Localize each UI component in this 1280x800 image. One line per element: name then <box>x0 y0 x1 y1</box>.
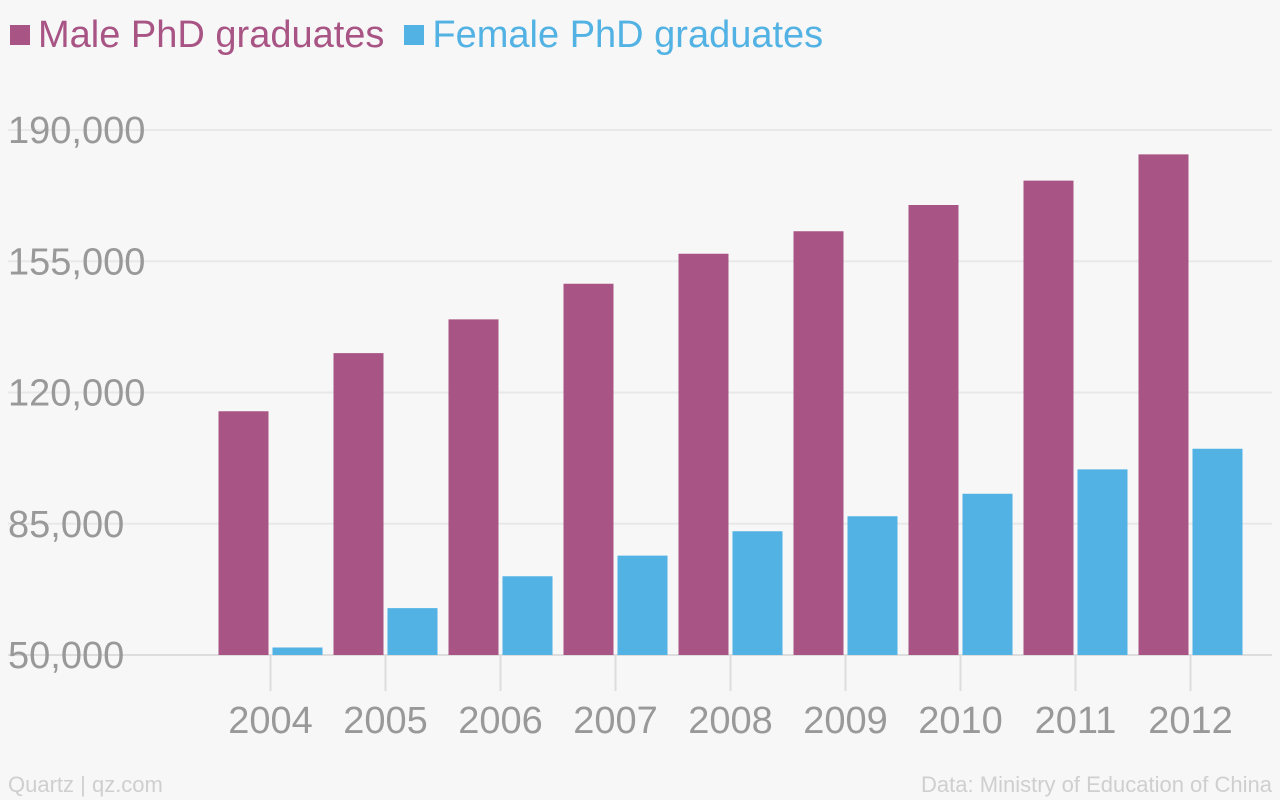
bar-male-2004 <box>218 411 269 655</box>
footer-source-left: Quartz | qz.com <box>8 772 163 797</box>
x-tick-label: 2012 <box>1148 700 1233 742</box>
x-tick-label: 2008 <box>688 700 773 742</box>
x-tick-label: 2006 <box>458 700 543 742</box>
legend-label-female: Female PhD graduates <box>432 14 824 56</box>
bar-female-2009 <box>847 516 898 655</box>
bars <box>218 154 1243 655</box>
bar-female-2007 <box>617 555 668 655</box>
x-tick-label: 2011 <box>1035 700 1117 742</box>
x-tick-label: 2009 <box>803 700 888 742</box>
bar-female-2012 <box>1192 448 1243 655</box>
x-tick-label: 2007 <box>573 700 658 742</box>
legend-item-female: Female PhD graduates <box>404 12 823 58</box>
bar-male-2005 <box>333 353 384 655</box>
footer-source-right: Data: Ministry of Education of China <box>921 772 1272 797</box>
bar-male-2006 <box>448 319 499 655</box>
x-axis-tick-labels: 2004 2005 2006 2007 2008 2009 2010 2011 2012 <box>228 655 1233 742</box>
chart-legend: Male PhD graduates Female PhD graduates <box>10 12 843 58</box>
x-tick-label: 2010 <box>918 700 1003 742</box>
y-tick-label: 50,000 <box>8 635 124 677</box>
legend-label-male: Male PhD graduates <box>38 14 385 56</box>
y-tick-label: 120,000 <box>8 373 145 415</box>
y-tick-label: 85,000 <box>8 504 124 546</box>
bar-female-2010 <box>962 493 1013 655</box>
legend-swatch-female <box>404 25 425 45</box>
bar-female-2006 <box>502 576 553 655</box>
bar-female-2004 <box>272 647 323 655</box>
bar-male-2008 <box>678 253 729 655</box>
bar-male-2009 <box>793 231 844 655</box>
bar-male-2011 <box>1023 180 1074 655</box>
legend-item-male: Male PhD graduates <box>10 12 384 58</box>
bar-female-2005 <box>387 608 438 655</box>
bar-female-2011 <box>1077 469 1128 655</box>
y-tick-label: 190,000 <box>8 110 145 152</box>
x-tick-label: 2005 <box>343 700 428 742</box>
bar-male-2012 <box>1138 154 1189 655</box>
bar-male-2010 <box>908 205 959 655</box>
bar-female-2008 <box>732 531 783 655</box>
x-tick-label: 2004 <box>228 700 313 742</box>
legend-swatch-male <box>10 25 30 45</box>
y-tick-label: 155,000 <box>8 241 145 283</box>
y-axis-tick-labels: 50,000 85,000 120,000 155,000 190,000 <box>8 110 145 677</box>
bar-male-2007 <box>563 283 614 655</box>
